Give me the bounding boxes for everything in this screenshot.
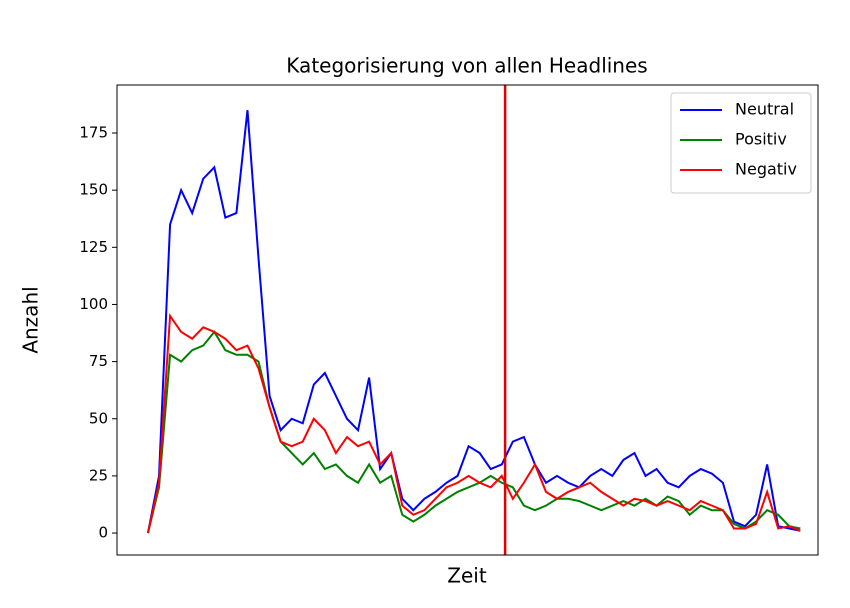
- plot-frame: [116, 84, 819, 556]
- y-tick-label: 175: [79, 124, 108, 142]
- y-tick-label: 75: [89, 352, 108, 370]
- legend-label: Positiv: [735, 130, 787, 149]
- y-tick-label: 0: [98, 524, 108, 542]
- line-series: [146, 330, 801, 534]
- y-tick-label: 150: [79, 181, 108, 199]
- y-tick-label: 100: [79, 295, 108, 313]
- chart-title: Kategorisierung von allen Headlines: [286, 54, 647, 78]
- y-tick-label: 25: [89, 466, 108, 484]
- y-tick-label: 125: [79, 238, 108, 256]
- y-tick-label: 50: [89, 409, 108, 427]
- y-axis-label: Anzahl: [19, 286, 43, 353]
- line-series: [146, 312, 801, 534]
- line-series: [146, 110, 801, 534]
- legend-label: Negativ: [735, 160, 797, 179]
- legend-label: Neutral: [735, 100, 794, 119]
- legend-box: [670, 92, 812, 194]
- x-axis-label: Zeit: [447, 564, 487, 588]
